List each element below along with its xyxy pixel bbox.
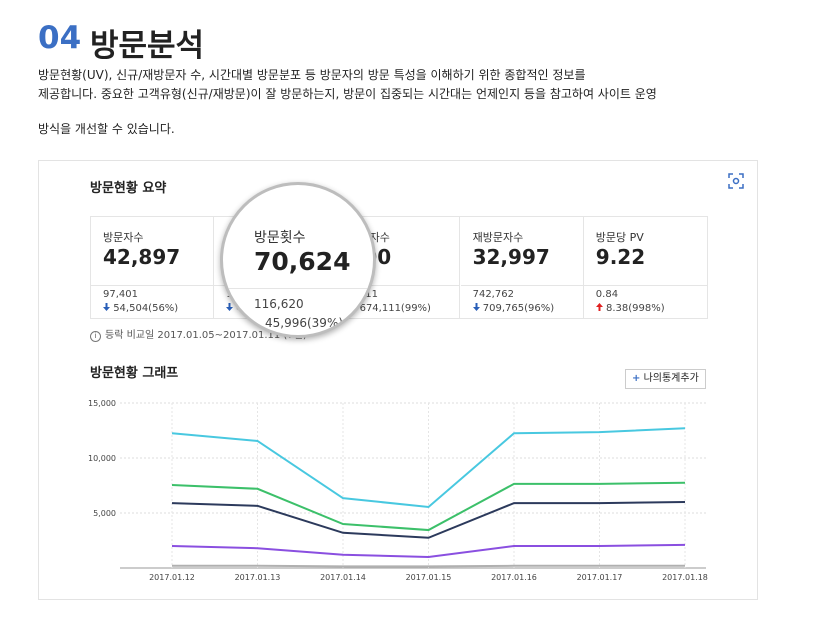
cell-compare: 97,401 [103, 289, 138, 300]
y-tick-label: 5,000 [93, 509, 116, 518]
x-tick-label: 2017.01.17 [577, 573, 623, 582]
mag-change: 45,996(39%) [265, 316, 344, 330]
x-tick-label: 2017.01.15 [406, 573, 452, 582]
series-line [171, 543, 686, 559]
change-text: 8.38(998%) [605, 303, 665, 314]
chart: 5,000 10,000 15,000 2017.01.12 2017.01.13 201… [88, 399, 708, 582]
x-tick-label: 2017.01.16 [491, 573, 537, 582]
change-text: 709,765(96%) [482, 303, 555, 314]
x-tick-label: 2017.01.13 [235, 573, 281, 582]
cell-label: 방문자수 [103, 231, 144, 244]
cell-compare: 742,762 [472, 289, 514, 300]
summary-cell: 재방문자수 32,997 742,762 709,765(96%) [460, 217, 584, 318]
y-tick-label: 10,000 [88, 454, 116, 463]
mag-compare: 116,620 [254, 297, 304, 311]
button-label[interactable]: 나의통계추가 [643, 373, 699, 384]
cell-divider [583, 285, 707, 286]
cell-change: 709,765(96%) [472, 303, 555, 314]
cell-divider [337, 285, 461, 286]
series-line [171, 481, 686, 532]
series-line [172, 564, 685, 568]
card [38, 160, 758, 600]
add-stat-button[interactable]: + 나의통계추가 [625, 369, 706, 389]
cell-value: 9.22 [595, 245, 646, 269]
note: i 등락 비교일 2017.01.05~2017.01.11 (7일) [90, 326, 307, 342]
cell-change: 54,504(56%) [103, 303, 178, 314]
x-tick-label: 2017.01.18 [662, 573, 708, 582]
change-text: 54,504(56%) [113, 303, 179, 314]
description: 방문현황(UV), 신규/재방문자 수, 시간대별 방문분포 등 방문자의 방문… [38, 68, 586, 82]
summary-cell: 방문자수 42,897 97,401 54,504(56%) [91, 217, 214, 318]
summary-cell: 방문당 PV 9.22 0.84 8.38(998%) [583, 217, 707, 318]
cell-change: 8.38(998%) [595, 303, 665, 314]
down-arrow [103, 303, 110, 311]
down-arrow [472, 303, 480, 311]
graph-title: 방문현황 그래프 [90, 366, 179, 381]
mag-divider [223, 288, 373, 289]
capture-icon[interactable] [727, 172, 745, 190]
cell-value: 42,897 [103, 245, 181, 269]
cell-compare: 0.84 [595, 289, 619, 300]
series-line [171, 501, 686, 539]
magnifier: 방문횟수 70,624 116,620 45,996(39%) [220, 182, 376, 338]
x-tick-label: 2017.01.14 [320, 573, 366, 582]
cell-divider [91, 285, 214, 286]
down-arrow [226, 303, 234, 311]
summary-title: 방문현황 요약 [90, 181, 167, 196]
series-line [171, 427, 686, 508]
note-text: 등락 비교일 2017.01.05~2017.01.11 (7일) [105, 330, 307, 341]
description: 제공합니다. 중요한 고객유형(신규/재방문)이 잘 방문하는지, 방문이 집중… [38, 87, 657, 101]
section-title: 방문분석 [90, 28, 205, 64]
cell-label: 재방문자수 [472, 231, 524, 244]
y-tick-label: 15,000 [88, 399, 116, 408]
x-tick-label: 2017.01.12 [149, 573, 195, 582]
cell-divider [460, 285, 584, 286]
cell-label: 방문당 PV [595, 231, 644, 244]
description: 방식을 개선할 수 있습니다. [38, 122, 175, 136]
mag-value: 70,624 [254, 247, 351, 276]
cell-value: 32,997 [472, 245, 550, 269]
section-number: 04 [38, 20, 82, 56]
mag-label: 방문횟수 [254, 230, 306, 246]
change-text: 674,111(99%) [359, 303, 431, 314]
up-arrow [595, 303, 603, 311]
